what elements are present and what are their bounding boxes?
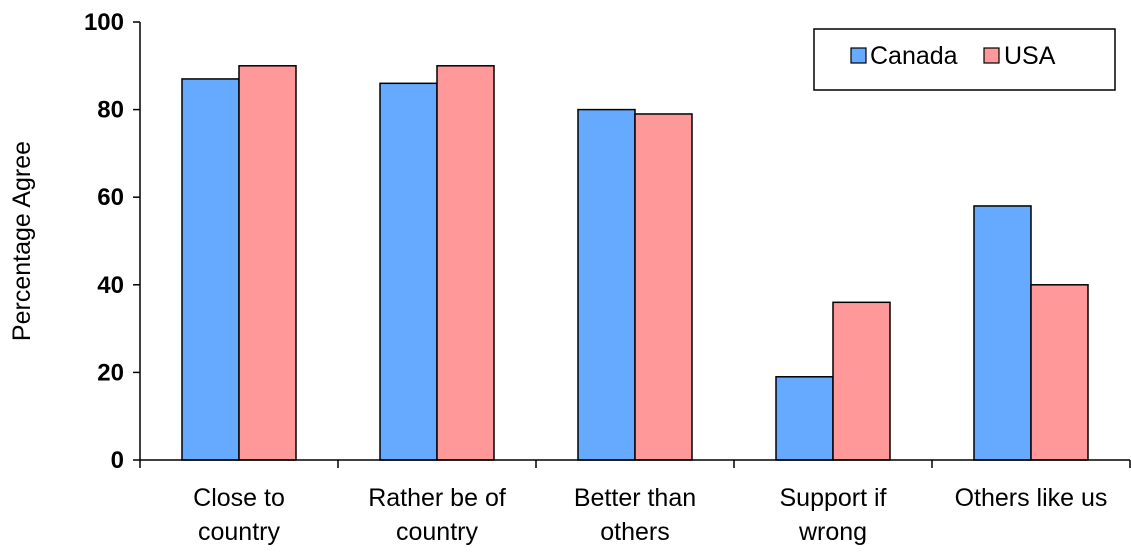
y-axis-title: Percentage Agree — [8, 141, 36, 341]
x-category-label: Support if wrong — [779, 484, 886, 546]
legend-label-usa: USA — [1004, 42, 1056, 70]
bar-usa-2 — [634, 113, 693, 461]
x-axis-labels: Close to country Rather be of country Better… — [193, 484, 1107, 546]
y-tick-label: 80 — [97, 97, 124, 124]
y-tick-label: 100 — [84, 9, 124, 36]
y-tick-label: 40 — [97, 272, 124, 299]
legend-label-canada: Canada — [870, 42, 958, 70]
bar-canada-3 — [775, 376, 834, 461]
y-tick-label: 0 — [111, 447, 124, 474]
bar-canada-1 — [379, 82, 438, 461]
bar-canada-0 — [181, 78, 240, 461]
x-category-label: Better than others — [574, 484, 696, 546]
x-category-label: Rather be of country — [368, 484, 506, 546]
bars — [181, 65, 1089, 461]
bar-usa-3 — [832, 301, 891, 461]
bar-canada-4 — [973, 205, 1032, 461]
x-category-label: Close to country — [193, 484, 285, 546]
legend-swatch-usa — [983, 47, 1000, 64]
legend: Canada USA — [813, 28, 1116, 91]
y-tick-label: 20 — [97, 359, 124, 386]
x-category-label: Others like us — [955, 484, 1108, 512]
bar-usa-0 — [238, 65, 297, 461]
bar-usa-1 — [436, 65, 495, 461]
axes — [139, 22, 1131, 468]
y-axis-ticks: 0 20 40 60 80 100 — [84, 9, 140, 474]
legend-swatch-canada — [850, 47, 867, 64]
y-tick-label: 60 — [97, 184, 124, 211]
bar-usa-4 — [1030, 284, 1089, 461]
bar-canada-2 — [577, 108, 636, 461]
